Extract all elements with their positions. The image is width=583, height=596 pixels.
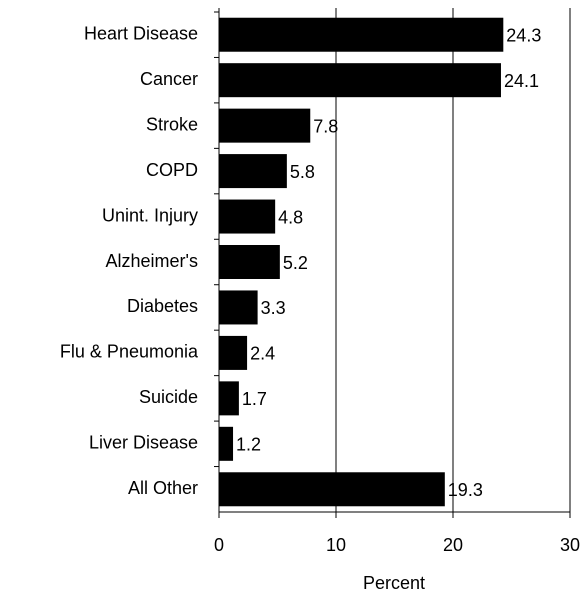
- x-tick-label: 0: [214, 535, 224, 555]
- value-label: 1.7: [242, 389, 267, 409]
- y-tick-label: Stroke: [146, 114, 198, 134]
- value-label: 19.3: [448, 480, 483, 500]
- bar: [219, 154, 287, 189]
- bar: [219, 426, 234, 461]
- bar: [219, 199, 276, 234]
- y-tick-label: Flu & Pneumonia: [60, 342, 199, 362]
- y-tick-label: Heart Disease: [84, 23, 198, 43]
- value-label: 4.8: [278, 207, 303, 227]
- y-tick-label: Alzheimer's: [106, 251, 198, 271]
- bar: [219, 381, 239, 416]
- x-axis-label: Percent: [363, 573, 425, 593]
- value-label: 24.1: [504, 71, 539, 91]
- value-label: 5.8: [290, 162, 315, 182]
- value-label: 1.2: [236, 435, 261, 455]
- value-label: 7.8: [313, 116, 338, 136]
- y-tick-label: Suicide: [139, 387, 198, 407]
- y-tick-label: COPD: [146, 160, 198, 180]
- bar: [219, 63, 501, 98]
- bar: [219, 472, 445, 507]
- value-label: 3.3: [261, 298, 286, 318]
- value-label: 24.3: [506, 25, 541, 45]
- x-tick-label: 10: [326, 535, 346, 555]
- value-label: 5.2: [283, 253, 308, 273]
- y-tick-label: All Other: [128, 478, 198, 498]
- bar: [219, 108, 311, 143]
- bar: [219, 17, 504, 52]
- y-tick-label: Liver Disease: [89, 433, 198, 453]
- y-tick-label: Unint. Injury: [102, 205, 198, 225]
- x-tick-label: 20: [443, 535, 463, 555]
- y-tick-label: Cancer: [140, 69, 198, 89]
- value-label: 2.4: [250, 344, 275, 364]
- bar: [219, 245, 280, 279]
- y-tick-label: Diabetes: [127, 296, 198, 316]
- bar: [219, 335, 248, 370]
- x-tick-label: 30: [560, 535, 580, 555]
- bar: [219, 290, 258, 325]
